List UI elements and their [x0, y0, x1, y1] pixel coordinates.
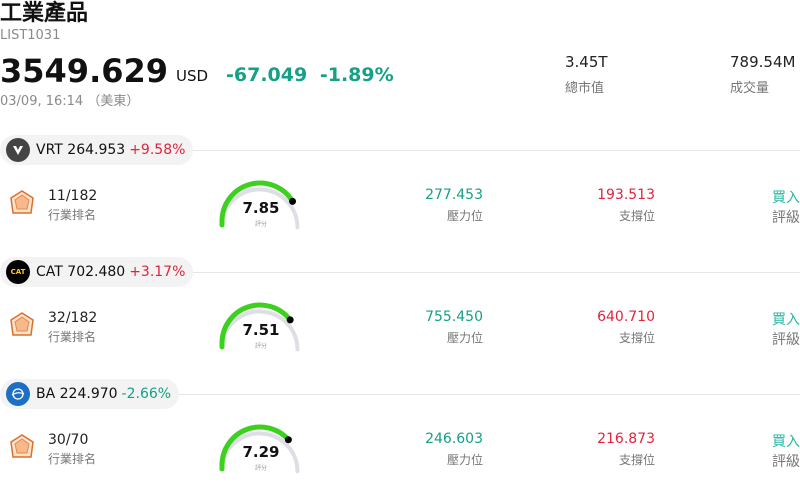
support-value: 640.710 [597, 309, 655, 325]
score-gauge [219, 424, 300, 474]
score-value: 7.29 [242, 443, 280, 461]
score-label: 評分 [254, 221, 267, 228]
support-label: 支撐位 [618, 331, 655, 345]
volume-value: 789.54M [730, 53, 796, 71]
currency-label: USD [176, 67, 209, 85]
price-change: -67.049 -1.89% [226, 64, 394, 86]
score-gauge [219, 180, 300, 230]
rank-label: 行業排名 [48, 452, 97, 466]
market-cap-stat: 3.45T 總市值 [565, 53, 608, 96]
gauge-value-arc [219, 302, 293, 350]
rating-label: 評級 [772, 332, 800, 348]
rank-value: 11/182 [48, 188, 98, 204]
volume-stat: 789.54M 成交量 [730, 53, 795, 96]
stock-price: 264.953 [67, 142, 126, 158]
stock-change-percent: -2.66% [121, 386, 172, 402]
rating-value[interactable]: 買入 [772, 312, 800, 328]
stock-change-percent: +9.58% [129, 142, 186, 158]
support-label: 支撐位 [618, 453, 655, 467]
vertiv-logo-icon [6, 138, 30, 162]
score-gauge [219, 302, 300, 352]
gauge-value-arc [219, 424, 291, 472]
support-label: 支撐位 [618, 209, 655, 223]
rating-label: 評級 [772, 210, 800, 226]
timestamp: 03/09, 16:14 （美東） [0, 94, 140, 109]
resistance-label: 壓力位 [446, 453, 483, 467]
gauge-value-arc [219, 180, 296, 228]
boeing-logo-icon [6, 382, 30, 406]
list-code: LIST1031 [0, 28, 61, 43]
rank-value: 30/70 [48, 432, 89, 448]
rank-icon [10, 312, 34, 336]
market-cap-label: 總市值 [565, 81, 605, 96]
rank-icon [10, 434, 34, 458]
stock-pill-vrt[interactable]: VRT 264.953 +9.58% [0, 135, 194, 165]
change-percent: -1.89% [319, 64, 394, 86]
support-value: 216.873 [597, 431, 655, 447]
page-title: 工業產品 [0, 1, 89, 26]
stock-pill-ba[interactable]: BA 224.970 -2.66% [0, 379, 180, 409]
stock-pill-cat[interactable]: CAT CAT 702.480 +3.17% [0, 257, 194, 287]
resistance-label: 壓力位 [446, 209, 483, 223]
score-label: 評分 [254, 343, 267, 350]
score-value: 7.85 [242, 199, 280, 217]
caterpillar-logo-icon: CAT [6, 260, 30, 284]
ticker: VRT [36, 142, 63, 158]
resistance-label: 壓力位 [446, 331, 483, 345]
ticker: CAT [36, 264, 63, 280]
divider [193, 272, 800, 273]
volume-label: 成交量 [730, 81, 770, 96]
gauge-marker [284, 436, 292, 444]
stock-row[interactable]: 11/182 行業排名 7.85 評分 277.453 壓力位 193.513 … [0, 177, 800, 237]
rank-value: 32/182 [48, 310, 98, 326]
rank-icon [10, 190, 34, 214]
rating-label: 評級 [772, 454, 800, 470]
support-value: 193.513 [597, 187, 655, 203]
score-label: 評分 [254, 465, 267, 472]
resistance-value: 246.603 [425, 431, 483, 447]
stock-row[interactable]: 32/182 行業排名 7.51 評分 755.450 壓力位 640.710 … [0, 299, 800, 359]
rank-label: 行業排名 [48, 330, 97, 344]
stock-row[interactable]: 30/70 行業排名 7.29 評分 246.603 壓力位 216.873 支… [0, 421, 800, 481]
stock-price: 702.480 [67, 264, 126, 280]
rating-value[interactable]: 買入 [772, 434, 800, 450]
resistance-value: 277.453 [425, 187, 483, 203]
rating-value[interactable]: 買入 [772, 190, 800, 206]
stock-change-percent: +3.17% [129, 264, 186, 280]
index-price: 3549.629 [0, 52, 169, 90]
rank-label: 行業排名 [48, 208, 97, 222]
gauge-marker [286, 316, 294, 324]
gauge-marker [289, 197, 297, 205]
divider [178, 394, 800, 395]
stock-price: 224.970 [59, 386, 118, 402]
score-value: 7.51 [242, 321, 280, 339]
resistance-value: 755.450 [425, 309, 483, 325]
divider [190, 150, 800, 151]
ticker: BA [36, 386, 56, 402]
market-cap-value: 3.45T [565, 53, 608, 71]
change-value: -67.049 [226, 64, 308, 86]
